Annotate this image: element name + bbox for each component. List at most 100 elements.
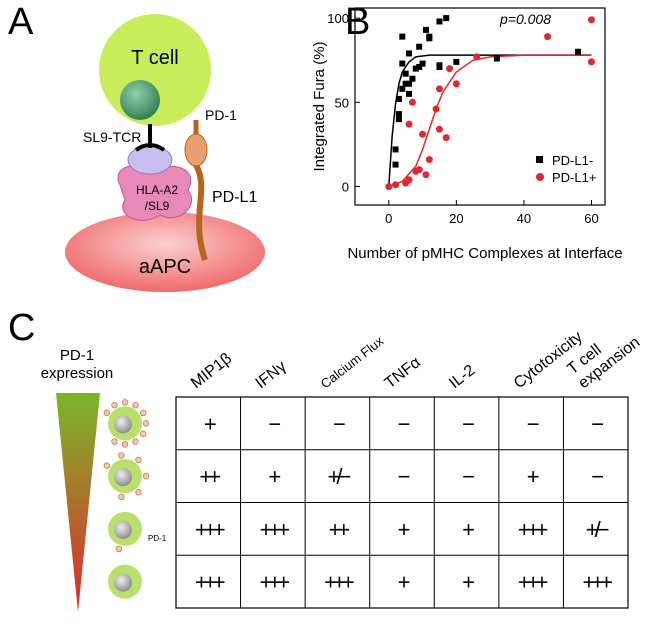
point: [406, 90, 413, 97]
point: [587, 58, 595, 66]
label: SL9-TCR: [83, 129, 141, 145]
receptor: [135, 456, 142, 464]
table-cell: +++: [518, 570, 548, 595]
legend-label: PD-L1+: [552, 170, 596, 185]
point: [405, 120, 413, 128]
column-header-text: IL-2: [446, 362, 478, 392]
point: [453, 58, 460, 65]
receptor: [118, 452, 125, 459]
tcr-stem: [134, 124, 166, 152]
table-cell: +++: [260, 570, 290, 595]
table-cell: +: [268, 464, 280, 489]
column-header: IL-2: [446, 362, 478, 392]
pdl1-stalk: [193, 163, 208, 261]
point: [402, 70, 409, 77]
table-cell: ++: [329, 517, 350, 542]
receptor: [135, 489, 142, 496]
legend-marker: [536, 173, 544, 181]
receptor: [132, 438, 139, 445]
point: [587, 16, 595, 24]
apc-cell: [65, 212, 265, 292]
x-axis-label: Number of pMHC Complexes at Interface: [347, 245, 622, 262]
receptor: [103, 409, 111, 417]
column-header-text: TNFα: [382, 354, 424, 392]
cell-nucleus: [114, 520, 132, 539]
point: [446, 65, 454, 73]
tcr-head: [127, 145, 173, 175]
panel-label: C: [8, 307, 35, 349]
cell-label: PD-1: [148, 534, 167, 543]
point: [412, 65, 419, 72]
column-header-text: MIP1β: [188, 350, 235, 392]
table-cell: −: [398, 464, 410, 489]
point: [406, 80, 413, 87]
table-cell: ++: [199, 464, 220, 489]
point: [395, 95, 402, 102]
y-axis-label: Integrated Fura (%): [311, 41, 328, 171]
point: [399, 60, 406, 67]
legend-label: PD-L1-: [552, 153, 593, 168]
point: [436, 18, 443, 25]
table-cell: +++: [195, 570, 225, 595]
table-cell: −: [398, 411, 410, 436]
x-tick-label: 0: [385, 211, 392, 226]
table-cell: −: [462, 411, 474, 436]
receptor: [111, 438, 118, 445]
point: [399, 85, 406, 92]
point: [435, 85, 443, 93]
table-cell: +++: [582, 570, 612, 595]
point: [416, 63, 423, 70]
receptor: [132, 401, 139, 409]
label: aAPC: [139, 256, 191, 278]
table-cell: +/−: [328, 464, 351, 489]
point: [473, 53, 481, 61]
table-cell: +: [398, 517, 410, 542]
column-header-text: IFNγ: [253, 358, 290, 392]
point: [574, 48, 581, 55]
label: PD-1: [60, 347, 94, 364]
point: [452, 80, 460, 88]
table-cell: +: [462, 570, 474, 595]
table-cell: −: [591, 411, 603, 436]
annotation: p=0.008: [499, 11, 551, 27]
point: [395, 111, 402, 118]
table-cell: +++: [195, 517, 225, 542]
point: [432, 105, 440, 113]
point: [392, 146, 399, 153]
table-cell: +++: [324, 570, 354, 595]
point: [415, 166, 423, 174]
x-tick-label: 40: [517, 211, 531, 226]
table-cell: +: [204, 411, 216, 436]
table-cell: −: [591, 464, 603, 489]
receptor: [121, 399, 129, 406]
point: [392, 161, 399, 168]
point: [385, 182, 393, 190]
point: [442, 134, 450, 142]
receptor: [115, 545, 123, 553]
receptor: [142, 420, 150, 427]
point: [392, 181, 400, 189]
receptor: [103, 462, 111, 469]
cell-nucleus: [114, 468, 132, 487]
column-header: MIP1β: [188, 350, 235, 392]
table-cell: −: [268, 411, 280, 436]
label: HLA-A2: [136, 183, 178, 197]
y-tick-label: 100: [327, 11, 349, 26]
receptor: [111, 401, 118, 409]
point: [426, 33, 433, 40]
receptor: [121, 441, 129, 448]
point: [436, 63, 443, 70]
table-cell: +++: [260, 517, 290, 542]
table-cell: +: [398, 570, 410, 595]
gradient-triangle: [56, 393, 100, 612]
column-header: TNFα: [382, 354, 424, 392]
diagram: T cell SL9-TCR PD-1 HLA-A2 /SL9 PD-L1 aA…: [65, 14, 265, 292]
point: [443, 15, 450, 22]
table-cell: +++: [518, 517, 548, 542]
y-tick-label: 50: [335, 95, 349, 110]
table-cell: +/−: [586, 517, 609, 542]
label: PD-L1: [212, 189, 257, 206]
point: [405, 176, 413, 184]
point: [422, 26, 429, 33]
